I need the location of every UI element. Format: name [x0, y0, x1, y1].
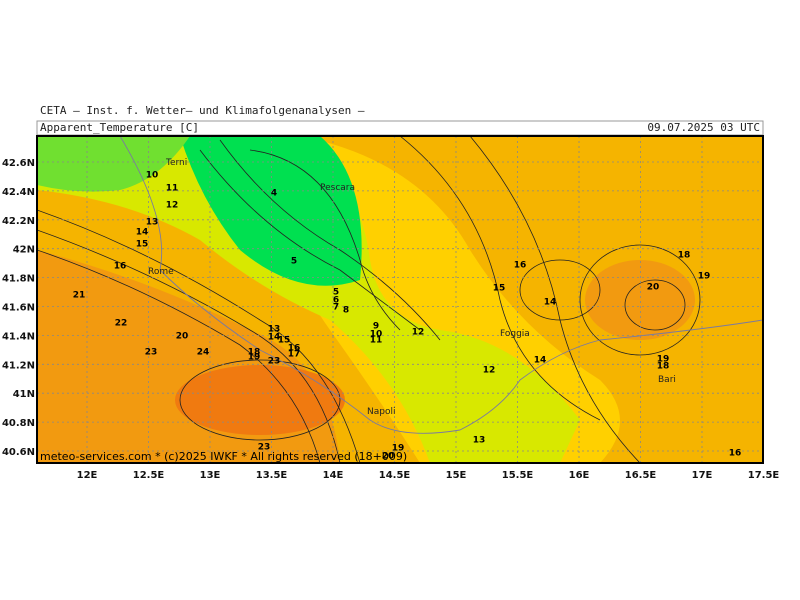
city-name: Bari — [658, 375, 676, 385]
contour-label: 19 — [392, 444, 405, 454]
contour-label: 14 — [534, 356, 547, 366]
contour-label: 6 — [333, 296, 339, 306]
x-tick-label: 17E — [692, 470, 713, 481]
x-tick-label: 16.5E — [625, 470, 657, 481]
date: 09.07.2025 03 UTC — [647, 121, 760, 134]
contour-label: 16 — [729, 449, 742, 459]
y-tick-label: 40.8N — [2, 418, 35, 429]
contour-label: 13 — [473, 436, 486, 446]
contour-label: 10 — [370, 330, 383, 340]
y-tick-label: 42.6N — [2, 158, 35, 169]
contour-label: 16 — [514, 261, 527, 271]
x-tick-label: 12.5E — [133, 470, 165, 481]
contour-labels: TerniPescaraRomeFoggiaNapoliBari10111213… — [73, 158, 742, 462]
contour-label: 14 — [136, 228, 149, 238]
contour-label: 14 — [268, 333, 281, 343]
city-name: Napoli — [367, 407, 395, 417]
contour-label: 19 — [698, 272, 711, 282]
title: Apparent_Temperature [C] — [40, 121, 199, 134]
contour-label: 12 — [483, 366, 496, 376]
y-tick-label: 41N — [13, 389, 35, 400]
x-tick-label: 17.5E — [748, 470, 780, 481]
contour-label: 18 — [657, 362, 670, 372]
contour-label: 12 — [166, 201, 179, 211]
contour-label: 5 — [333, 288, 339, 298]
contour-label: 20 — [647, 283, 660, 293]
contour-label: 16 — [114, 262, 127, 272]
contour-label: 14 — [544, 298, 557, 308]
city-name: Rome — [148, 267, 174, 277]
contour-label: 15 — [136, 240, 149, 250]
contour-label: 15 — [493, 284, 506, 294]
credit: meteo-services.com * (c)2025 IWKF * All … — [40, 450, 407, 463]
x-tick-label: 14.5E — [379, 470, 411, 481]
x-tick-label: 15E — [446, 470, 467, 481]
contour-label: 16 — [288, 344, 301, 354]
contour-label: 17 — [288, 350, 301, 360]
contour-label: 15 — [278, 336, 291, 346]
contour-label: 8 — [343, 306, 349, 316]
contour-label: 19 — [248, 353, 261, 363]
contour-label: 10 — [146, 171, 159, 181]
contour-label: 12 — [412, 328, 425, 338]
x-tick-label: 15.5E — [502, 470, 534, 481]
contour-label: 20 — [382, 452, 395, 462]
contour-label: 23 — [258, 443, 271, 453]
map-frame — [36, 135, 764, 464]
field — [37, 136, 763, 463]
institute: CETA — Inst. f. Wetter— und Klimafolgena… — [40, 104, 365, 117]
contour-label: 23 — [145, 348, 158, 358]
contour-label: 22 — [115, 319, 128, 329]
x-tick-label: 13.5E — [256, 470, 288, 481]
contour-label: 5 — [291, 257, 297, 267]
y-tick-label: 42N — [13, 245, 35, 256]
contour-label: 23 — [268, 357, 281, 367]
contour-label: 11 — [370, 336, 383, 346]
y-tick-label: 41.8N — [2, 274, 35, 285]
city-name: Foggia — [500, 329, 530, 339]
contour-label: 19 — [657, 355, 670, 365]
x-tick-label: 16E — [569, 470, 590, 481]
contour-label: 24 — [197, 348, 210, 358]
city-name: Pescara — [320, 183, 355, 193]
x-tick-label: 12E — [77, 470, 98, 481]
contour-label: 7 — [333, 303, 339, 313]
contour-label: 11 — [166, 184, 179, 194]
contour-label: 18 — [248, 348, 261, 358]
contour-label: 18 — [678, 251, 691, 261]
y-tick-label: 41.6N — [2, 303, 35, 314]
contour-label: 20 — [176, 332, 189, 342]
contour-label: 13 — [268, 325, 281, 335]
x-tick-label: 14E — [323, 470, 344, 481]
contour-label: 21 — [73, 291, 86, 301]
graticule: 12E 12.5E 13E 13.5E 14E 14.5E 15E 15.5E 16E 16.5E… — [2, 136, 779, 481]
y-tick-label: 42.4N — [2, 187, 35, 198]
city-name: Terni — [165, 158, 187, 168]
y-tick-label: 42.2N — [2, 216, 35, 227]
x-tick-label: 13E — [200, 470, 221, 481]
y-tick-label: 40.6N — [2, 447, 35, 458]
contour-label: 9 — [373, 322, 379, 332]
contour-label: 4 — [271, 189, 277, 199]
contour-label: 13 — [146, 218, 159, 228]
y-tick-label: 41.2N — [2, 360, 35, 371]
y-tick-label: 41.4N — [2, 331, 35, 342]
